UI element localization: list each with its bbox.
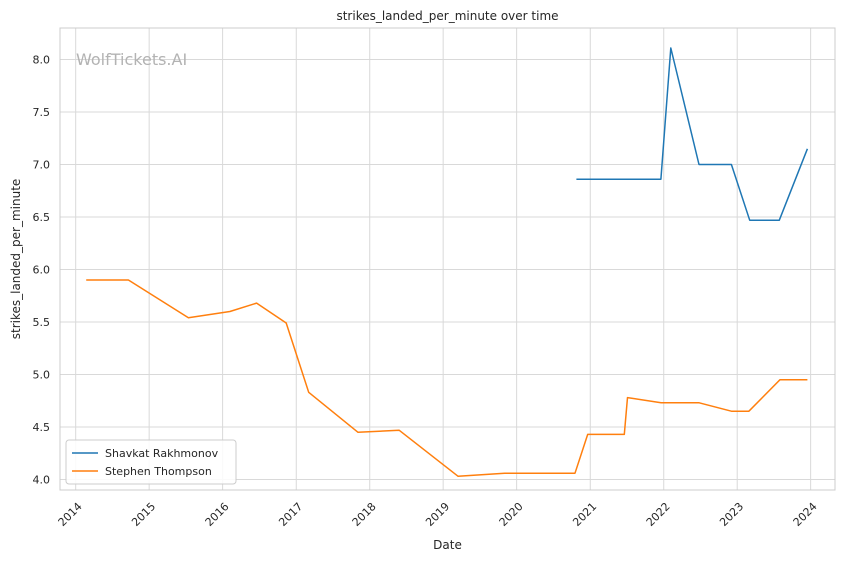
x-axis-label: Date bbox=[433, 538, 462, 552]
x-tick-label: 2016 bbox=[203, 500, 232, 529]
plot-frame bbox=[59, 27, 836, 491]
y-tick-label: 7.5 bbox=[33, 106, 51, 119]
y-axis-label: strikes_landed_per_minute bbox=[9, 179, 23, 340]
x-tick-label: 2019 bbox=[423, 500, 452, 529]
x-tick-label: 2015 bbox=[129, 500, 158, 529]
x-tick-label: 2014 bbox=[56, 500, 85, 529]
y-tick-label: 6.5 bbox=[33, 211, 51, 224]
x-tick-label: 2018 bbox=[350, 500, 379, 529]
y-tick-label: 4.0 bbox=[33, 474, 51, 487]
series-line bbox=[86, 279, 808, 478]
x-tick-label: 2024 bbox=[791, 500, 820, 529]
grid bbox=[60, 28, 835, 490]
legend: Shavkat Rakhmonov Stephen Thompson bbox=[65, 439, 237, 485]
x-axis-ticks: 2014 2015 2016 2017 2018 2019 2020 2021 2022 2023… bbox=[56, 500, 820, 529]
watermark: WolfTickets.AI bbox=[76, 50, 187, 69]
chart-title: strikes_landed_per_minute over time bbox=[336, 9, 558, 23]
x-tick-label: 2020 bbox=[497, 500, 526, 529]
y-tick-label: 6.0 bbox=[33, 264, 51, 277]
y-tick-label: 5.5 bbox=[33, 316, 51, 329]
x-tick-label: 2023 bbox=[717, 500, 746, 529]
y-tick-label: 7.0 bbox=[33, 159, 51, 172]
y-tick-label: 5.0 bbox=[33, 369, 51, 382]
legend-label: Shavkat Rakhmonov bbox=[105, 447, 219, 460]
x-tick-label: 2022 bbox=[644, 500, 673, 529]
series-lines bbox=[86, 47, 809, 478]
x-tick-label: 2021 bbox=[570, 500, 599, 529]
x-tick-label: 2017 bbox=[276, 500, 305, 529]
y-tick-label: 4.5 bbox=[33, 421, 51, 434]
y-axis-ticks: 4.0 4.5 5.0 5.5 6.0 6.5 7.0 7.5 8.0 bbox=[33, 54, 51, 487]
y-tick-label: 8.0 bbox=[33, 54, 51, 67]
legend-label: Stephen Thompson bbox=[105, 465, 212, 478]
legend-box bbox=[65, 439, 237, 485]
series-line bbox=[576, 47, 809, 221]
